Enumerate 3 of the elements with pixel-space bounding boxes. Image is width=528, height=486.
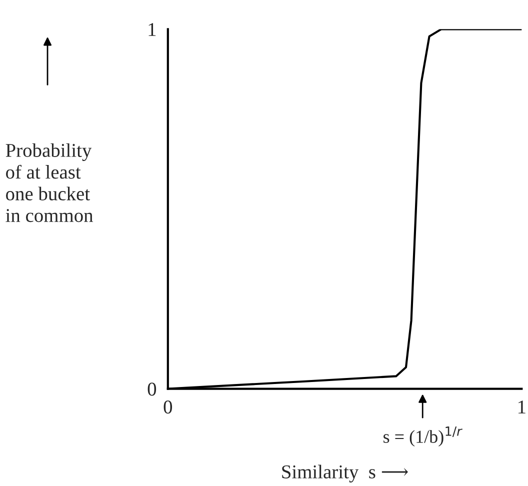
text: s = (1/b)$^{1/r}$ — [384, 426, 462, 447]
x-axis-title: Similarity s ⟶ — [282, 464, 408, 482]
y-axis-title: Probability of at least one bucket in common — [6, 143, 94, 222]
